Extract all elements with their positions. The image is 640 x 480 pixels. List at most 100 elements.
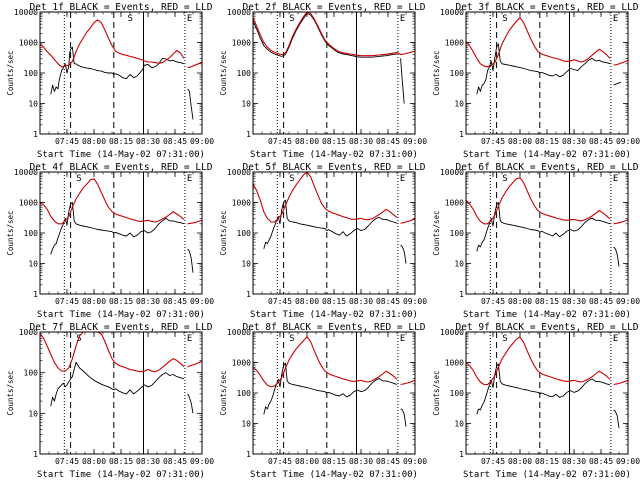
- panel-title: Det 4f BLACK = Events, RED = LLD: [29, 162, 212, 173]
- marker-label: S: [289, 14, 294, 24]
- x-tick-label: 09:00: [403, 137, 427, 146]
- x-tick-label: 07:45: [481, 137, 505, 146]
- lld-series-line: [466, 336, 611, 386]
- plot-frame: [39, 331, 203, 455]
- x-tick-label: 08:45: [589, 457, 613, 466]
- x-tick-label: 08:30: [136, 457, 160, 466]
- lld-series-line: [613, 219, 628, 225]
- x-tick-label: 08:30: [562, 137, 586, 146]
- x-tick-label: 08:00: [82, 457, 106, 466]
- x-axis-label: Start Time (14-May-02 07:31:00): [250, 310, 418, 320]
- lld-series-line: [400, 218, 415, 224]
- x-tick-label: 08:15: [109, 137, 133, 146]
- events-series-line: [613, 409, 620, 429]
- y-tick-label: 1000: [445, 359, 464, 368]
- y-tick-label: 100: [450, 389, 465, 398]
- y-tick-label: 1: [246, 130, 251, 139]
- marker-label: E: [400, 14, 405, 24]
- events-series-line: [50, 361, 185, 407]
- y-tick-label: 10: [454, 260, 464, 269]
- plot-frame: [252, 331, 416, 455]
- y-axis-label: Counts/sec: [432, 370, 441, 415]
- marker-label: S: [502, 174, 507, 184]
- x-axis-label: Start Time (14-May-02 07:31:00): [250, 150, 418, 160]
- marker-label: E: [187, 334, 192, 344]
- x-tick-label: 07:45: [481, 297, 505, 306]
- x-tick-label: 08:45: [376, 137, 400, 146]
- panel-title: Det 2f BLACK = Events, RED = LLD: [242, 2, 425, 13]
- x-tick-label: 07:45: [268, 457, 292, 466]
- y-tick-label: 100: [237, 389, 252, 398]
- x-tick-label: 09:00: [403, 457, 427, 466]
- y-tick-label: 1: [33, 450, 38, 459]
- events-series-line: [187, 88, 194, 120]
- marker-label: E: [187, 14, 192, 24]
- marker-label: E: [613, 14, 618, 24]
- y-tick-label: 10000: [440, 328, 464, 337]
- y-tick-label: 1000: [19, 39, 38, 48]
- panel-title: Det 3f BLACK = Events, RED = LLD: [455, 2, 638, 13]
- x-tick-label: 08:45: [163, 457, 187, 466]
- x-tick-label: 07:45: [268, 297, 292, 306]
- marker-label: S: [76, 174, 81, 184]
- lld-series-line: [613, 59, 628, 66]
- lld-series-line: [466, 17, 611, 68]
- y-tick-label: 100: [237, 229, 252, 238]
- y-tick-label: 1: [459, 450, 464, 459]
- lld-series-line: [253, 172, 398, 223]
- y-tick-label: 10000: [440, 8, 464, 17]
- y-tick-label: 10000: [227, 8, 251, 17]
- x-tick-label: 09:00: [190, 457, 214, 466]
- x-tick-label: 08:15: [535, 297, 559, 306]
- events-series-line: [613, 81, 621, 86]
- lld-series-line: [40, 332, 185, 373]
- y-tick-label: 1000: [445, 39, 464, 48]
- panel-title: Det 1f BLACK = Events, RED = LLD: [29, 2, 212, 13]
- x-tick-label: 08:15: [322, 137, 346, 146]
- events-series-line: [613, 246, 620, 267]
- y-tick-label: 100: [24, 229, 39, 238]
- x-tick-label: 08:00: [508, 137, 532, 146]
- y-tick-label: 10: [241, 260, 251, 269]
- x-tick-label: 08:30: [562, 457, 586, 466]
- lld-series-line: [253, 336, 398, 388]
- y-tick-label: 10: [241, 100, 251, 109]
- detector-panel-9: Det 9f BLACK = Events, RED = LLD Counts/s…: [432, 322, 640, 480]
- x-tick-label: 08:15: [535, 137, 559, 146]
- x-tick-label: 08:30: [136, 137, 160, 146]
- x-tick-label: 07:45: [268, 137, 292, 146]
- x-tick-label: 09:00: [616, 297, 640, 306]
- plot-frame: [252, 171, 416, 295]
- marker-label: S: [289, 174, 294, 184]
- x-tick-label: 08:30: [562, 297, 586, 306]
- y-tick-label: 100: [237, 69, 252, 78]
- y-axis-label: Counts/sec: [6, 370, 15, 415]
- x-tick-label: 08:30: [136, 297, 160, 306]
- y-tick-label: 10: [454, 100, 464, 109]
- detector-panel-6: Det 6f BLACK = Events, RED = LLD Counts/s…: [432, 162, 640, 320]
- y-tick-label: 10000: [227, 328, 251, 337]
- events-series-line: [476, 363, 611, 415]
- detector-panel-7: Det 7f BLACK = Events, RED = LLD Counts/s…: [6, 322, 214, 480]
- x-tick-label: 07:45: [55, 137, 79, 146]
- x-axis-label: Start Time (14-May-02 07:31:00): [37, 310, 205, 320]
- events-series-line: [400, 408, 407, 427]
- lld-series-line: [187, 360, 202, 368]
- y-tick-label: 1000: [232, 199, 251, 208]
- x-axis-label: Start Time (14-May-02 07:31:00): [37, 150, 205, 160]
- x-tick-label: 08:45: [163, 297, 187, 306]
- plot-frame: [39, 171, 203, 295]
- lld-series-line: [187, 61, 202, 69]
- marker-label: S: [289, 334, 294, 344]
- x-tick-label: 08:45: [376, 457, 400, 466]
- events-series-line: [253, 12, 398, 58]
- lld-series-line: [400, 379, 415, 386]
- y-tick-label: 1: [33, 290, 38, 299]
- plot-frame: [252, 11, 416, 135]
- lld-series-line: [40, 19, 185, 68]
- plot-frame: [465, 171, 629, 295]
- marker-label: S: [502, 334, 507, 344]
- y-tick-label: 1: [459, 130, 464, 139]
- events-series-line: [476, 43, 611, 95]
- x-tick-label: 08:15: [109, 297, 133, 306]
